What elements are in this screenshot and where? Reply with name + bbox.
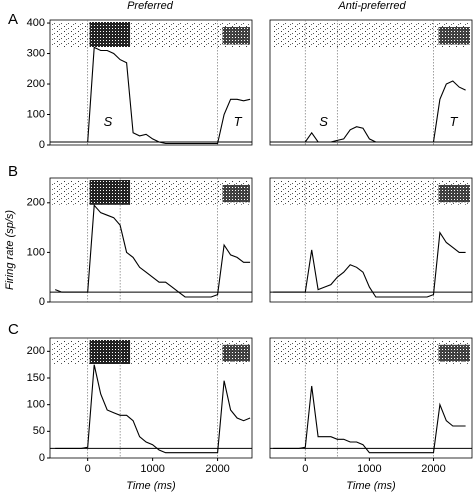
y-tick-label: 100 xyxy=(27,246,45,258)
y-tick-label: 200 xyxy=(27,345,45,357)
row-label: B xyxy=(8,163,18,180)
annotation: S xyxy=(319,114,328,129)
raster-dense xyxy=(222,27,250,45)
x-tick-label: 2000 xyxy=(205,463,229,475)
raster-dense xyxy=(438,344,470,362)
rate-line xyxy=(273,385,466,454)
y-tick-label: 0 xyxy=(39,452,45,464)
rate-line xyxy=(55,46,251,145)
raster-dense xyxy=(222,184,250,203)
annotation: S xyxy=(104,114,113,129)
raster-dense xyxy=(222,344,250,362)
annotation: T xyxy=(234,114,243,129)
x-tick-label: 0 xyxy=(302,463,308,475)
y-tick-label: 200 xyxy=(27,78,45,90)
panel-frame xyxy=(49,337,253,459)
raster-dense xyxy=(89,22,131,47)
raster xyxy=(52,180,250,205)
raster-dense xyxy=(438,27,470,45)
x-tick-label: 1000 xyxy=(140,463,164,475)
y-tick-label: 50 xyxy=(33,425,45,437)
panel-frame xyxy=(49,19,253,146)
y-tick-label: 0 xyxy=(39,139,45,151)
y-tick-label: 300 xyxy=(27,47,45,59)
raster-dense xyxy=(89,180,131,205)
raster xyxy=(52,340,250,364)
panel-frame xyxy=(49,177,253,303)
panel-frame xyxy=(269,177,473,303)
raster-dense xyxy=(438,184,470,203)
raster xyxy=(52,22,250,47)
panel-frame xyxy=(269,19,473,146)
y-tick-label: 0 xyxy=(39,296,45,308)
row-label: A xyxy=(8,11,18,28)
y-axis-label: Firing rate (sp/s) xyxy=(4,210,16,290)
rate-line xyxy=(273,230,466,298)
y-tick-label: 200 xyxy=(27,197,45,209)
y-tick-label: 100 xyxy=(27,108,45,120)
x-tick-label: 1000 xyxy=(357,463,381,475)
row-label: C xyxy=(8,321,19,338)
x-tick-label: 2000 xyxy=(421,463,445,475)
rate-line xyxy=(55,203,251,298)
x-tick-label: 0 xyxy=(85,463,91,475)
annotation: T xyxy=(450,114,459,129)
x-axis-label: Time (ms) xyxy=(346,480,396,492)
column-title: Preferred xyxy=(127,0,174,12)
x-axis-label: Time (ms) xyxy=(126,480,176,492)
panel-frame xyxy=(269,337,473,459)
rate-line xyxy=(55,364,251,454)
y-tick-label: 400 xyxy=(27,17,45,29)
column-title: Anti-preferred xyxy=(337,0,406,12)
raster-dense xyxy=(89,340,131,364)
rate-line xyxy=(273,80,466,143)
y-tick-label: 100 xyxy=(27,399,45,411)
y-tick-label: 150 xyxy=(27,372,45,384)
